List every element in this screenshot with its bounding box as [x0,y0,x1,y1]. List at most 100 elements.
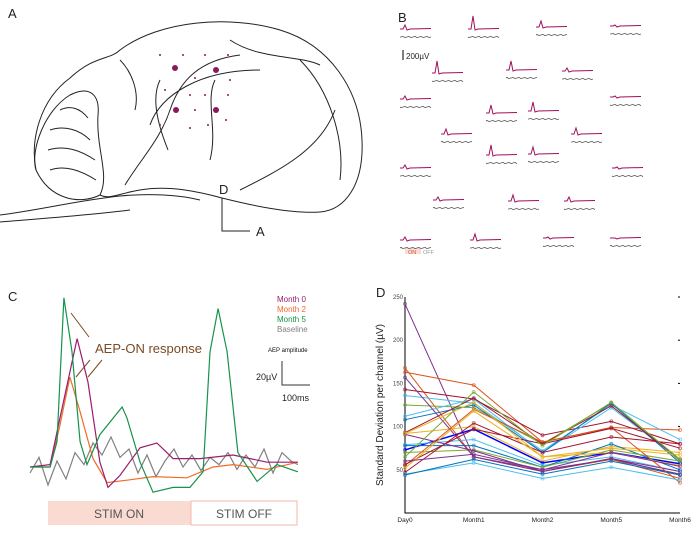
scalebar [281,361,310,386]
legend-off-label: OFF [423,250,435,256]
electrode [194,109,196,111]
channel-off-trace [528,117,560,121]
panel-label-a: A [8,6,17,21]
data-point [403,443,407,448]
x-tick-label: Month1 [463,517,485,524]
data-point [403,450,407,455]
data-point [403,472,407,477]
channel-off-trace [563,207,596,211]
data-point [609,459,614,464]
channel-off-trace [485,161,518,165]
channel-off-trace [399,105,432,109]
channel-off-trace [400,174,432,178]
data-point [678,459,682,464]
x-tick-label: Month5 [600,517,622,524]
data-point [540,454,545,459]
data-point [403,403,407,407]
channel-on-trace [400,164,432,170]
channel-on-trace [528,145,560,156]
channel-off-trace [508,207,540,211]
channel-grid: 200µV ON OFF [399,15,644,256]
panel-label-b: B [398,10,407,25]
aep-trace-chart: STIM ON STIM OFF AEP-ON response Month 0… [29,295,310,526]
series [403,390,682,462]
axis-lines [404,297,680,514]
data-point [403,454,407,459]
channel-off-trace [610,32,642,36]
electrode-array [159,54,231,129]
legend-on-box [405,248,421,254]
data-point [609,465,614,470]
arrow-month2 [75,359,91,378]
electrode [204,94,206,96]
electrode [204,54,206,56]
data-point [540,450,545,455]
electrode [189,94,191,96]
electrode-large [172,65,178,71]
temporal-lobe [124,54,342,191]
series-line [404,458,681,476]
channel-on-trace [441,127,473,136]
channel-off-trace [431,79,464,83]
channel-off-trace [609,244,642,248]
series-lines [403,301,682,485]
data-point [609,446,614,451]
channel-on-trace [536,19,568,29]
channel-on-trace [610,95,642,99]
legend-on-label: ON [408,250,416,256]
panel-label-d: D [376,285,386,300]
annotation-arrows [70,312,103,378]
electrode [225,119,227,121]
channel-off-trace [400,35,432,39]
x-tick-label: Day0 [397,517,413,524]
data-point [540,467,545,472]
stim-off-bar [190,500,298,526]
series [403,421,682,475]
trace-month-2 [30,376,299,484]
electrode-large [173,107,179,113]
aep-on-annotation: AEP-ON response [95,341,202,356]
legend-entry: Month 0 [277,295,306,304]
electrode-large [213,107,219,113]
series-line [404,449,681,468]
data-point [471,443,476,448]
data-point [678,428,682,433]
channel-on-trace [528,101,560,113]
data-point [609,419,614,424]
channel-on-trace [571,126,603,136]
arrow-month5 [70,312,90,338]
channel-on-trace [468,15,500,31]
orientation-dorsal-label: D [219,182,228,197]
cortex-outline [33,21,363,213]
data-point [609,434,614,439]
electrode [159,54,161,56]
channel-on-trace [610,24,642,28]
sulci [119,39,321,161]
series-line [404,452,681,471]
channel-on-trace [486,144,518,157]
data-point [678,457,682,462]
channel-off-trace [505,76,538,80]
data-point [471,390,476,395]
y-tick-label: 50 [396,468,403,474]
orientation-anterior-label: A [256,224,265,239]
y-axis-label: Standard Deviation per channel (µV) [375,324,386,486]
legend-entry: Month 5 [277,315,306,324]
data-point [609,450,614,455]
y-tick-label: 200 [393,338,404,344]
cerebellum [34,90,105,201]
data-point [540,443,545,448]
data-point [403,375,407,380]
channel-off-trace [609,103,642,107]
series-line [404,462,681,481]
trace-baseline [29,435,299,487]
channel-on-trace [470,232,502,242]
y-tick-label: 100 [393,425,404,431]
scalebar-title: AEP amplitude [268,348,308,354]
data-point [403,459,407,464]
data-point [540,476,545,481]
data-point [403,370,407,375]
data-point [678,478,682,483]
data-point [403,365,407,370]
electrode [189,127,191,129]
